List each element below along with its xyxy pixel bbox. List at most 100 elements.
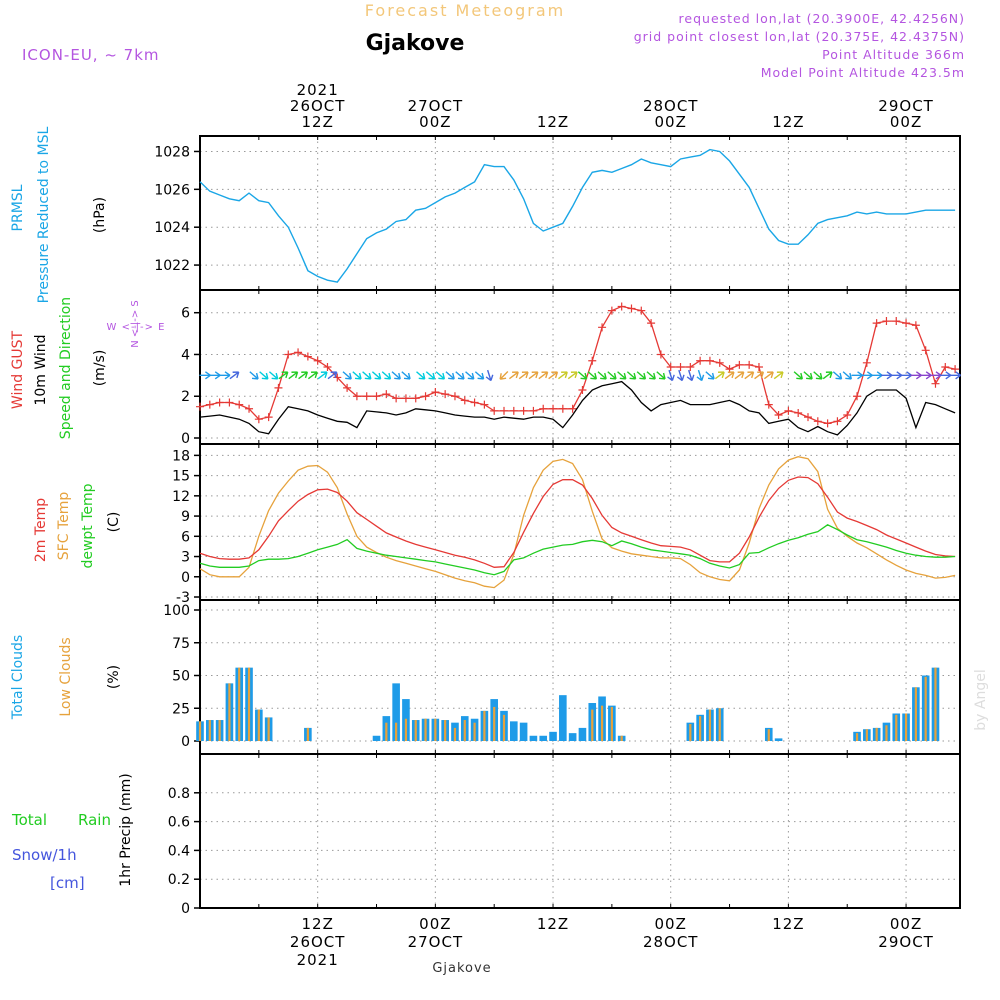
bottom-time-label: 12Z (301, 915, 333, 933)
precip-ytick-label: 0.8 (168, 786, 190, 802)
gust-line (199, 305, 956, 425)
dewpoint-line (199, 524, 956, 576)
temp-labels: 2m Temp SFC Temp dewpt Temp (C) (33, 483, 122, 568)
low-cloud-bar (483, 710, 486, 741)
bottom-time-label: 29OCT (878, 933, 934, 951)
gust-marker (666, 363, 675, 371)
gust-marker (617, 302, 626, 311)
bottom-time-label: 12Z (772, 915, 804, 933)
low-cloud-bar (591, 709, 594, 741)
gust-marker (813, 417, 822, 426)
low-cloud-bar (855, 733, 859, 741)
wind-arrow (528, 371, 539, 380)
low-cloud-bar (718, 708, 721, 741)
gust-marker (205, 400, 214, 409)
gust-marker (235, 400, 244, 409)
wind-arrow (278, 371, 289, 380)
gust-marker (558, 404, 567, 413)
precip-ytick-label: 0.6 (168, 815, 190, 831)
wind-arrow (259, 371, 269, 380)
low-cloud-bar (267, 717, 270, 741)
total-cloud-bar (549, 731, 557, 741)
top-time-label: 27OCT (408, 97, 464, 115)
gust-marker (656, 350, 665, 359)
top-time-label: 00Z (890, 113, 922, 131)
cloud-ytick-label: 50 (172, 669, 190, 685)
wind-arrow (822, 371, 833, 380)
wind-line (199, 380, 956, 436)
rain-label-rain: Rain (78, 811, 111, 829)
location-title: Gjakove (366, 31, 465, 56)
gust-marker (264, 413, 273, 422)
gust-marker (607, 306, 616, 315)
gust-marker (794, 408, 803, 417)
low-cloud-bar (875, 727, 878, 741)
gust-marker (892, 317, 901, 326)
pressure-ytick-label: 1026 (154, 182, 190, 198)
wind-arrow (686, 369, 695, 382)
wind-arrow (617, 371, 627, 380)
top-time-label: 28OCT (643, 97, 699, 115)
wind-arrow (342, 371, 352, 380)
low-cloud-bar (885, 725, 888, 741)
low-cloud-bar (473, 722, 476, 741)
wind-arrow (307, 371, 318, 380)
gust-marker (392, 394, 401, 403)
low-cloud-bar (404, 718, 408, 741)
bottom-time-label: 00Z (655, 915, 687, 933)
total-cloud-bar (539, 735, 548, 741)
low-cloud-bar (218, 720, 221, 741)
gust-marker (509, 406, 518, 415)
gust-marker (372, 392, 381, 401)
snow-label: Snow/1h (12, 846, 77, 864)
precip-panel: 0 0.2 0.4 0.6 0.8 (168, 753, 961, 917)
gust-marker (284, 350, 293, 359)
low-cloud-bar (620, 735, 623, 741)
wind-arrow (763, 371, 774, 380)
gust-marker (902, 319, 911, 328)
sfc-label: SFC Temp (56, 492, 72, 561)
precip-ytick-label: 0.4 (168, 843, 190, 859)
gust-marker (754, 363, 763, 371)
wind-arrow (567, 371, 578, 380)
low-cloud-bar (247, 667, 251, 741)
gust-marker (568, 404, 577, 413)
gust-marker (882, 317, 891, 326)
gust-marker (951, 365, 960, 374)
low-cloud-bar (708, 709, 712, 741)
low-cloud-bar (395, 722, 398, 741)
wind-arrow (577, 371, 588, 380)
wind-arrow (890, 371, 903, 380)
gust-marker (362, 392, 371, 401)
gust-marker (686, 363, 695, 371)
wind-arrow (298, 371, 309, 380)
gust-marker (833, 417, 842, 426)
wind-arrow (949, 371, 961, 380)
main-title: Forecast Meteogram (365, 1, 565, 20)
wind-arrow (445, 371, 455, 380)
low-cloud-bar (689, 723, 692, 741)
low-cloud-bar (924, 676, 927, 741)
low-cloud-bar (198, 721, 202, 741)
precip-frame (199, 753, 961, 909)
gust-marker (696, 356, 705, 365)
temp-ytick-label: 0 (181, 570, 190, 586)
gust-marker (480, 400, 489, 409)
sfc-temp-line (199, 456, 956, 589)
wind-arrow (626, 371, 637, 380)
wind-arrow (327, 371, 338, 380)
snow-unit-label: [cm] (50, 874, 85, 892)
wind-arrow (636, 371, 647, 380)
wind-arrow (485, 369, 494, 382)
watermark: by Angel (973, 669, 989, 730)
gust-marker (245, 404, 254, 413)
wind-arrow (391, 371, 401, 380)
low-cloud-bar (493, 706, 496, 741)
gust-marker (774, 411, 783, 420)
gust-marker (549, 404, 558, 413)
bottom-time-label: 12Z (537, 915, 569, 933)
low-cloud-bar (306, 727, 309, 741)
gust-marker (431, 388, 440, 397)
precip-ytick-label: 0 (181, 901, 190, 917)
top-time-label: 12Z (301, 113, 333, 131)
